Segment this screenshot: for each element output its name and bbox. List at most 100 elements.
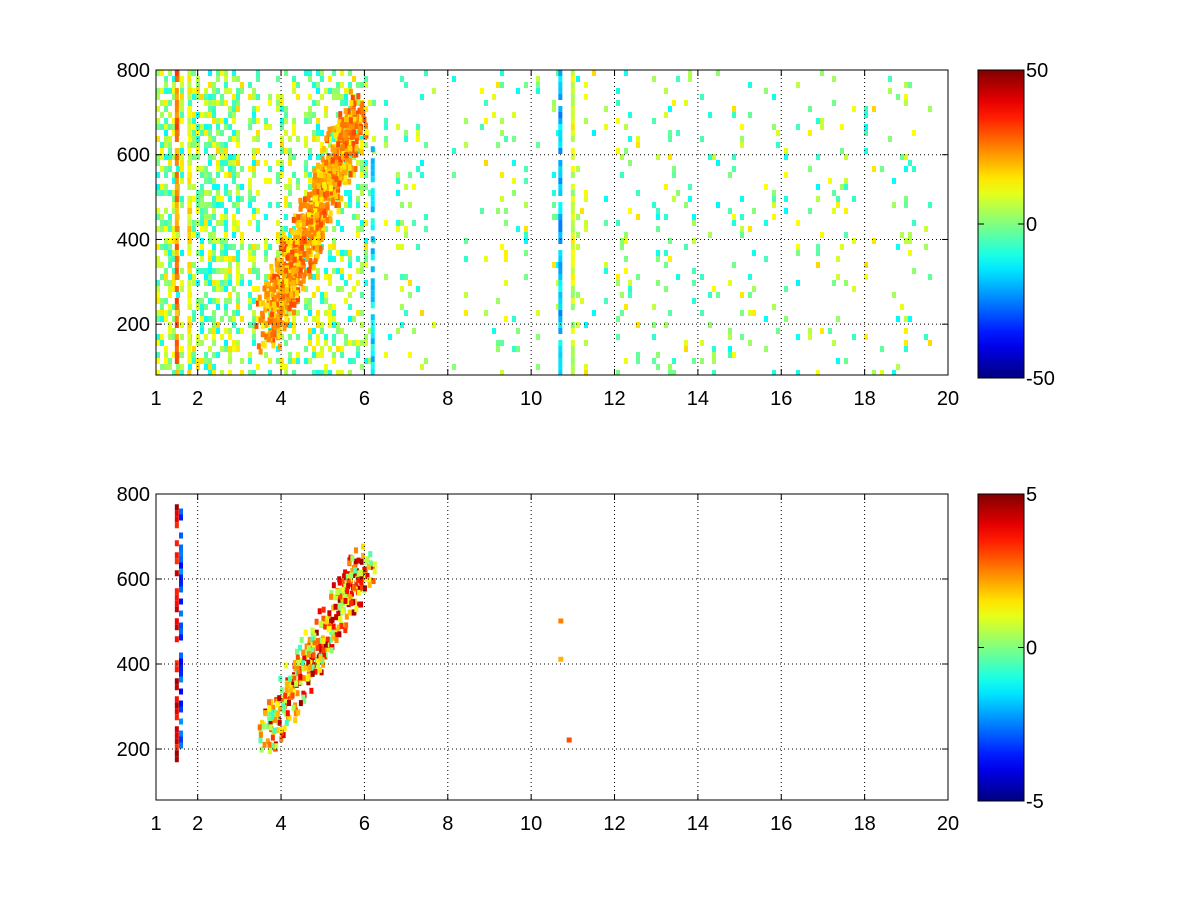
feature-band-cell: [285, 677, 290, 684]
feature-stripe-cell: [370, 332, 375, 339]
feature-band-cell: [354, 118, 359, 125]
feature-band-cell: [298, 248, 303, 255]
feature-stripe-cell: [187, 226, 192, 232]
feature-band-cell: [306, 211, 311, 218]
x-tick-label: 4: [275, 388, 286, 410]
feature-band-cell: [353, 166, 358, 173]
feature-band-cell: [312, 632, 317, 639]
feature-band-cell: [328, 185, 333, 192]
feature-band-cell: [326, 155, 331, 162]
feature-band-cell: [272, 716, 277, 723]
feature-band-cell: [281, 231, 286, 238]
feature-band-cell: [336, 624, 341, 631]
feature-band-cell: [267, 741, 272, 748]
feature-band-cell: [298, 205, 303, 212]
feature-band-cell: [296, 659, 301, 666]
feature-band-cell: [310, 636, 315, 643]
feature-band-cell: [283, 692, 288, 699]
feature-stripe-cell: [179, 688, 184, 695]
feature-stripe-cell: [187, 130, 192, 136]
plot-area: [156, 494, 948, 800]
feature-band-cell: [324, 159, 329, 166]
feature-band-cell: [292, 675, 297, 682]
feature-band-cell: [359, 104, 364, 111]
feature-band-cell: [309, 191, 314, 198]
feature-band-cell: [350, 555, 355, 562]
feature-band-cell: [275, 279, 280, 286]
feature-band-cell: [359, 143, 364, 150]
feature-band-cell: [359, 558, 364, 565]
feature-band-cell: [301, 694, 306, 701]
feature-stripe-cell: [570, 340, 575, 346]
feature-stripe-cell: [558, 346, 563, 352]
feature-band-cell: [344, 152, 349, 159]
feature-band-cell: [270, 717, 275, 724]
feature-band-cell: [277, 719, 282, 726]
feature-band-cell: [280, 698, 285, 705]
feature-band-cell: [278, 300, 283, 307]
feature-band-cell: [332, 147, 337, 154]
feature-band-cell: [272, 286, 277, 293]
feature-stripe-cell: [570, 328, 575, 334]
feature-band-cell: [303, 629, 308, 636]
feature-stripe-cell: [558, 292, 563, 298]
feature-stripe-cell: [187, 370, 192, 375]
feature-stripe-cell: [370, 176, 375, 183]
feature-stripe-cell: [174, 88, 179, 94]
feature-stripe-cell: [187, 208, 192, 214]
feature-stripe-cell: [370, 314, 375, 321]
feature-band-cell: [363, 558, 368, 565]
x-tick-label: 12: [603, 388, 625, 410]
feature-band-cell: [319, 646, 324, 653]
feature-band-cell: [265, 291, 270, 298]
x-tick-label: 20: [937, 388, 959, 410]
feature-stripe-cell: [370, 338, 375, 345]
feature-band-cell: [302, 215, 307, 222]
feature-band-cell: [308, 659, 313, 666]
feature-stripe-cell: [187, 178, 192, 184]
feature-stripe-cell: [370, 158, 375, 165]
x-tick-label: 6: [359, 813, 370, 835]
feature-stripe-cell: [187, 286, 192, 292]
feature-stripe-cell: [174, 334, 179, 340]
feature-stripe-cell: [174, 552, 179, 559]
feature-band-cell: [333, 162, 338, 169]
feature-band-cell: [348, 139, 353, 146]
feature-band-cell: [314, 200, 319, 207]
feature-band-cell: [287, 242, 292, 249]
feature-band-cell: [356, 557, 361, 564]
feature-stripe-cell: [174, 636, 179, 643]
feature-band-cell: [272, 322, 277, 329]
feature-band-cell: [270, 742, 275, 749]
feature-stripe-cell: [570, 244, 575, 250]
feature-band-cell: [323, 191, 328, 198]
feature-stripe-cell: [370, 320, 375, 327]
feature-band-cell: [263, 306, 268, 313]
feature-stripe-cell: [174, 756, 179, 763]
feature-band-cell: [294, 680, 299, 687]
feature-stripe-cell: [179, 514, 184, 521]
feature-stripe-cell: [570, 172, 575, 178]
feature-band-cell: [271, 704, 276, 711]
feature-band-cell: [309, 226, 314, 233]
feature-band-cell: [347, 594, 352, 601]
feature-band-cell: [304, 643, 309, 650]
feature-band-cell: [303, 648, 308, 655]
y-tick-label: 800: [117, 484, 150, 506]
feature-stripe-cell: [187, 118, 192, 124]
feature-band-cell: [344, 613, 349, 620]
feature-stripe-cell: [174, 726, 179, 733]
colorbar-tick-label: -5: [1026, 791, 1044, 813]
feature-stripe-cell: [187, 76, 192, 82]
feature-band-cell: [325, 217, 330, 224]
feature-band-cell: [275, 701, 280, 708]
feature-band-cell: [340, 122, 345, 129]
feature-stripe-cell: [174, 504, 179, 511]
feature-band-cell: [349, 600, 354, 607]
feature-band-cell: [366, 563, 371, 570]
feature-band-cell: [313, 179, 318, 186]
feature-stripe-cell: [370, 350, 375, 357]
feature-band-cell: [302, 655, 307, 662]
